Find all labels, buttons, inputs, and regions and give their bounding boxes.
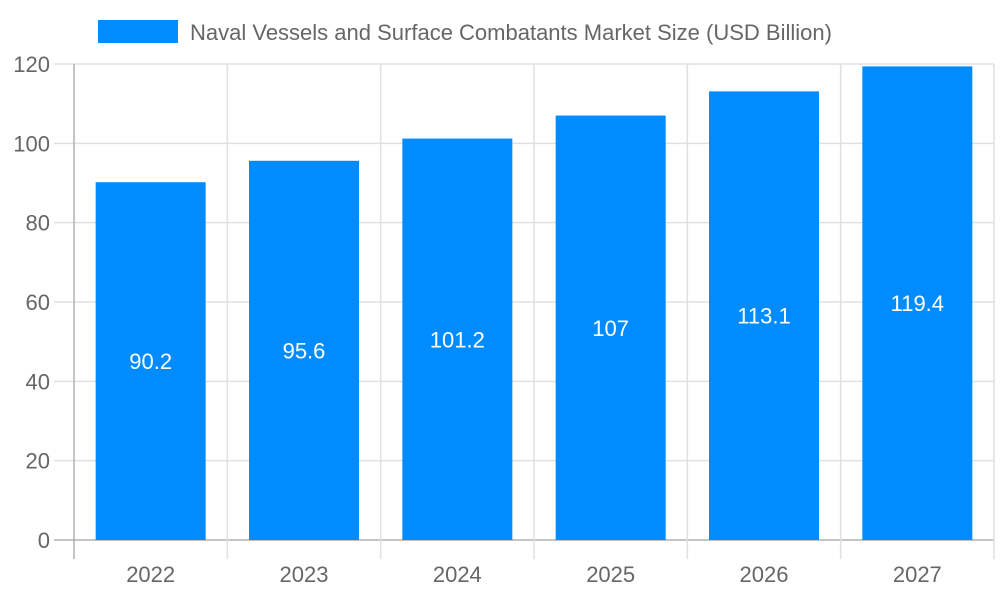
legend[interactable]: Naval Vessels and Surface Combatants Mar…	[98, 20, 832, 45]
bar-2023[interactable]	[249, 160, 359, 540]
legend-swatch	[98, 20, 178, 43]
data-label: 95.6	[283, 338, 326, 363]
bar-2027[interactable]	[862, 66, 973, 540]
y-tick-label: 100	[13, 131, 50, 156]
x-tick-label: 2024	[433, 562, 482, 587]
x-tick-label: 2026	[740, 562, 789, 587]
y-tick-label: 60	[26, 290, 50, 315]
bar-2026[interactable]	[709, 91, 819, 541]
legend-label: Naval Vessels and Surface Combatants Mar…	[190, 20, 832, 45]
data-label: 101.2	[430, 327, 485, 352]
y-tick-label: 0	[38, 528, 50, 553]
x-tick-label: 2023	[280, 562, 329, 587]
labels: 90.2 2022 95.6 2023 101.2 2024 107 2025 113.1 202…	[126, 291, 944, 587]
data-label: 113.1	[737, 304, 790, 329]
x-tick-label: 2022	[126, 562, 175, 587]
y-tick-label: 120	[13, 52, 50, 77]
data-label: 119.4	[891, 291, 944, 316]
x-tick-label: 2025	[586, 562, 635, 587]
x-tick-label: 2027	[893, 562, 942, 587]
data-label: 90.2	[129, 349, 172, 374]
y-tick-label: 80	[26, 211, 50, 236]
bar-2024[interactable]	[402, 138, 513, 540]
bars	[95, 66, 973, 541]
y-tick-label: 40	[26, 369, 50, 394]
bar-2025[interactable]	[555, 115, 666, 541]
grid: 0 20 40 60 80 100 120	[13, 52, 995, 559]
data-label: 107	[592, 316, 629, 341]
bar-2022[interactable]	[95, 182, 206, 540]
y-tick-label: 20	[26, 449, 50, 474]
